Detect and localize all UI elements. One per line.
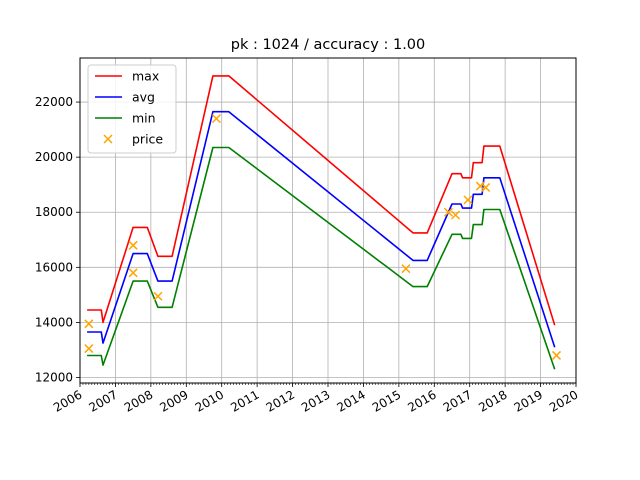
- marker-stroke: [475, 181, 485, 191]
- price-point: [443, 207, 453, 217]
- y-tick-label: 18000: [35, 205, 73, 219]
- marker-stroke: [84, 319, 94, 329]
- chart-title: pk : 1024 / accuracy : 1.00: [231, 37, 426, 53]
- price-point: [551, 350, 562, 360]
- marker-stroke: [451, 210, 461, 220]
- price-point: [451, 210, 461, 220]
- price-point: [475, 181, 485, 191]
- marker-stroke: [463, 195, 473, 205]
- price-point: [153, 291, 163, 301]
- y-tick-label: 14000: [35, 315, 73, 329]
- marker-stroke: [443, 207, 453, 217]
- legend-swatch-price: [103, 134, 113, 144]
- price-point: [128, 268, 138, 278]
- marker-stroke: [84, 344, 94, 354]
- series-line-max: [87, 75, 556, 326]
- y-tick-label: 20000: [35, 150, 73, 164]
- marker-stroke: [128, 240, 138, 250]
- price-point: [84, 344, 94, 354]
- marker-stroke: [103, 134, 113, 144]
- price-point: [84, 319, 94, 329]
- marker-stroke: [401, 264, 411, 274]
- y-tick-label: 22000: [35, 95, 73, 109]
- legend: max avg min price: [87, 64, 177, 154]
- price-point: [481, 182, 491, 192]
- legend-label-price: price: [132, 132, 163, 147]
- series-line-min: [87, 146, 556, 370]
- marker-stroke: [153, 291, 163, 301]
- y-tick-label: 12000: [35, 370, 73, 384]
- price-point: [128, 240, 138, 250]
- marker-stroke: [211, 114, 221, 124]
- marker-stroke: [128, 268, 138, 278]
- series-line-avg: [87, 110, 556, 348]
- marker-stroke: [551, 350, 562, 360]
- legend-label-min: min: [132, 111, 156, 126]
- price-point: [211, 114, 221, 124]
- legend-box: [87, 64, 177, 154]
- legend-label-max: max: [132, 69, 159, 84]
- series-layer: [84, 75, 562, 370]
- price-point: [401, 264, 411, 274]
- y-tick-label: 16000: [35, 260, 73, 274]
- legend-label-avg: avg: [132, 90, 155, 105]
- marker-stroke: [481, 182, 491, 192]
- price-point: [463, 195, 473, 205]
